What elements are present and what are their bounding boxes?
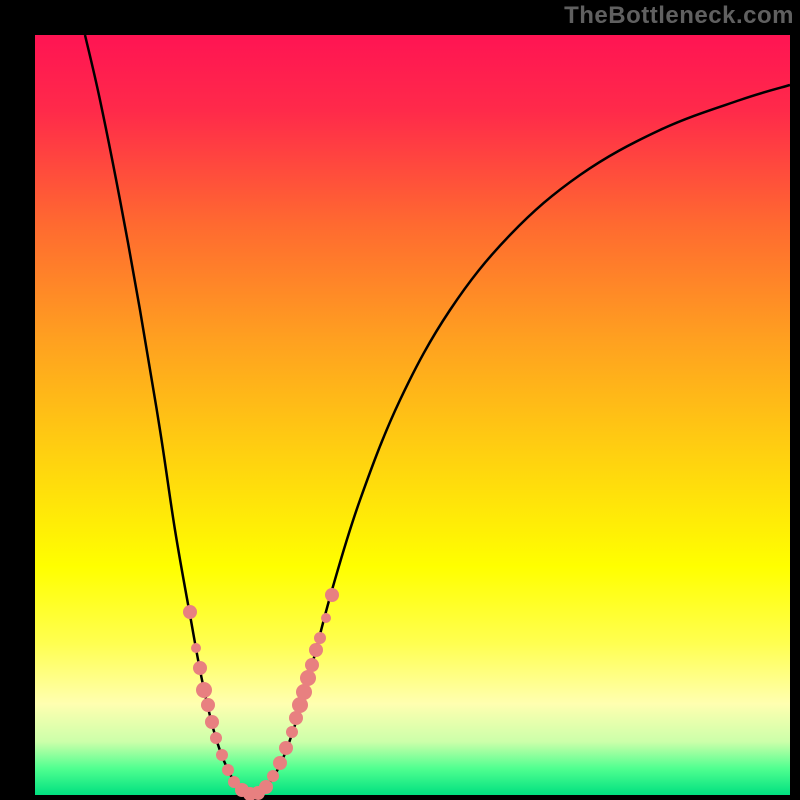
watermark-text: TheBottleneck.com bbox=[564, 2, 794, 30]
chart-container: TheBottleneck.com bbox=[0, 0, 800, 800]
data-marker bbox=[309, 643, 323, 657]
data-marker bbox=[210, 732, 222, 744]
data-marker bbox=[300, 670, 316, 686]
data-marker bbox=[289, 711, 303, 725]
data-marker bbox=[183, 605, 197, 619]
data-marker bbox=[191, 643, 201, 653]
data-marker bbox=[305, 658, 319, 672]
data-marker bbox=[296, 684, 312, 700]
data-marker bbox=[216, 749, 228, 761]
data-marker bbox=[193, 661, 207, 675]
data-marker bbox=[273, 756, 287, 770]
data-marker bbox=[201, 698, 215, 712]
bottleneck-curve-left bbox=[85, 35, 252, 795]
data-marker bbox=[279, 741, 293, 755]
data-marker bbox=[222, 764, 234, 776]
bottleneck-curve-right bbox=[252, 85, 790, 795]
data-marker bbox=[267, 770, 279, 782]
data-marker bbox=[205, 715, 219, 729]
data-marker bbox=[321, 613, 331, 623]
data-marker bbox=[259, 780, 273, 794]
chart-svg bbox=[0, 0, 800, 800]
data-marker bbox=[325, 588, 339, 602]
data-marker bbox=[196, 682, 212, 698]
data-marker bbox=[286, 726, 298, 738]
data-marker bbox=[314, 632, 326, 644]
